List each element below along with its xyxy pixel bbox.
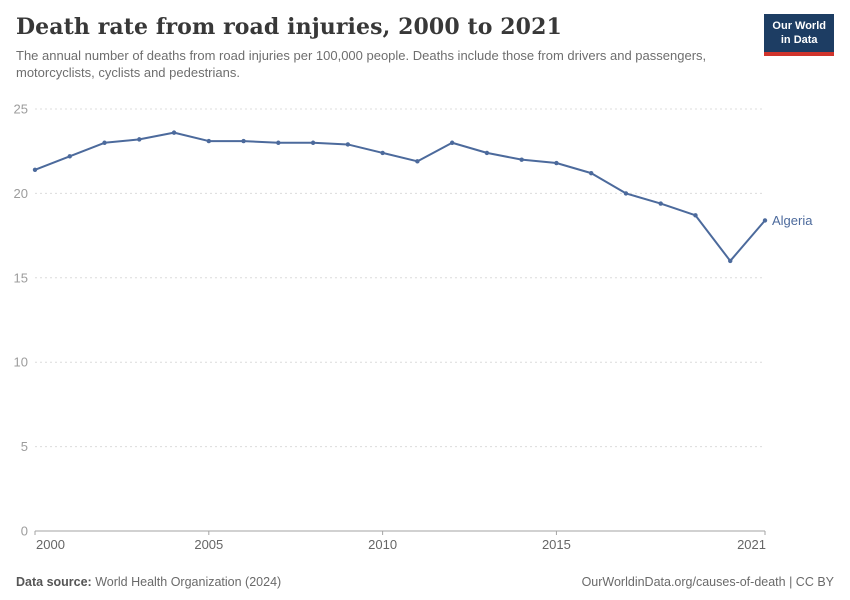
- data-source-value: World Health Organization (2024): [91, 575, 282, 589]
- x-tick-label: 2005: [194, 537, 223, 552]
- data-point: [241, 138, 246, 144]
- data-point: [693, 213, 698, 218]
- y-tick-label: 25: [14, 102, 28, 117]
- y-tick-label: 5: [21, 439, 28, 454]
- data-point: [449, 140, 455, 145]
- x-tick-label: 2010: [368, 537, 397, 552]
- chart-header: Death rate from road injuries, 2000 to 2…: [16, 14, 834, 81]
- line-chart-canvas: 0 5 10 15 20 25 2000 2005 2010 2015 2021 Algeria: [14, 102, 814, 553]
- x-tick-label: 2000: [36, 537, 65, 552]
- data-point: [102, 140, 107, 145]
- data-point: [32, 167, 38, 172]
- data-point: [345, 142, 351, 147]
- data-source-label: Data source:: [16, 575, 92, 589]
- y-tick-label: 15: [14, 270, 28, 285]
- data-point: [519, 157, 524, 162]
- data-point: [67, 154, 72, 159]
- data-point: [171, 130, 177, 135]
- x-tick-label: 2021: [737, 537, 766, 552]
- data-point: [415, 159, 420, 164]
- owid-logo-line1: Our World: [772, 20, 826, 32]
- chart-footer: Data source: World Health Organization (…: [16, 575, 834, 589]
- data-point: [380, 150, 385, 156]
- chart-area: 0 5 10 15 20 25 2000 2005 2010 2015 2021 Algeria: [0, 95, 850, 555]
- data-line-algeria: [34, 131, 766, 262]
- series-end-label: Algeria: [772, 213, 813, 228]
- data-point: [276, 140, 281, 145]
- page-title: Death rate from road injuries, 2000 to 2…: [16, 14, 562, 40]
- data-point: [137, 137, 142, 142]
- data-point: [762, 218, 768, 223]
- owid-logo-line2: in Data: [780, 34, 818, 47]
- y-tick-label: 10: [14, 355, 28, 370]
- data-point: [484, 150, 490, 156]
- credit-link[interactable]: OurWorldinData.org/causes-of-death | CC …: [581, 575, 834, 589]
- owid-logo[interactable]: Our World in Data: [764, 14, 834, 56]
- y-tick-label: 20: [14, 186, 28, 201]
- data-point: [588, 170, 594, 176]
- data-point: [206, 138, 212, 144]
- data-point: [658, 201, 663, 206]
- x-tick-label: 2015: [542, 537, 571, 552]
- data-source: Data source: World Health Organization (…: [16, 575, 281, 589]
- data-point: [554, 160, 559, 166]
- chart-subtitle: The annual number of deaths from road in…: [16, 48, 707, 81]
- data-point: [728, 258, 733, 264]
- y-tick-label: 0: [21, 524, 28, 539]
- data-point: [623, 191, 629, 196]
- data-point: [310, 140, 316, 145]
